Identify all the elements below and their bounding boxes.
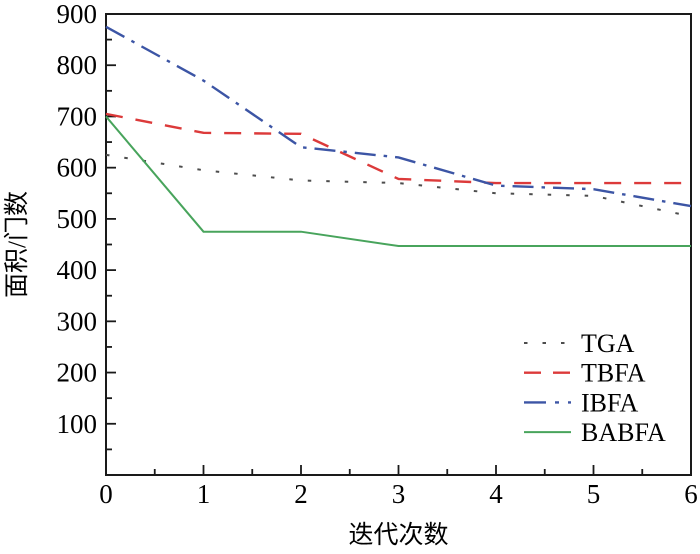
x-tick-label: 4 (489, 479, 503, 509)
legend-label: TBFA (581, 359, 646, 388)
legend-label: BABFA (581, 418, 666, 447)
y-tick-label: 700 (57, 101, 98, 131)
axes-layer: 100 200 300 400 500 600 700 800 900 0 1 2 3 4 5 6 (57, 0, 698, 509)
x-tick-label: 5 (587, 479, 601, 509)
x-tick-label: 1 (197, 479, 211, 509)
y-tick-label: 400 (57, 255, 98, 285)
series-line-tga (105, 153, 692, 218)
x-tick-label: 6 (684, 479, 698, 509)
legend-label: IBFA (581, 388, 639, 417)
legend-label: TGA (581, 329, 635, 358)
y-tick-label: 600 (57, 153, 98, 183)
legend-item-tbfa: TBFA (524, 359, 646, 388)
x-tick-label: 3 (392, 479, 406, 509)
x-tick-label: 2 (294, 479, 308, 509)
plot-frame (105, 13, 692, 476)
y-tick-label: 200 (57, 358, 98, 388)
series-line-babfa (105, 115, 691, 248)
legend-item-babfa: BABFA (524, 418, 666, 447)
series-line-tbfa (105, 112, 691, 185)
y-tick-label: 300 (57, 306, 98, 336)
legend-item-ibfa: IBFA (524, 388, 639, 417)
axis-labels-layer: 迭代次数 面积/门数 (3, 191, 449, 549)
x-axis-label: 迭代次数 (348, 521, 448, 549)
series-layer (105, 25, 692, 248)
y-tick-label: 100 (57, 409, 98, 439)
y-tick-label: 800 (57, 50, 98, 80)
plot-area (105, 13, 692, 476)
y-axis-label: 面积/门数 (3, 191, 31, 298)
y-tick-label: 900 (57, 0, 98, 29)
y-tick-label: 500 (57, 204, 98, 234)
legend-item-tga: TGA (524, 329, 635, 358)
series-line-ibfa (105, 25, 692, 208)
x-tick-label: 0 (99, 479, 113, 509)
